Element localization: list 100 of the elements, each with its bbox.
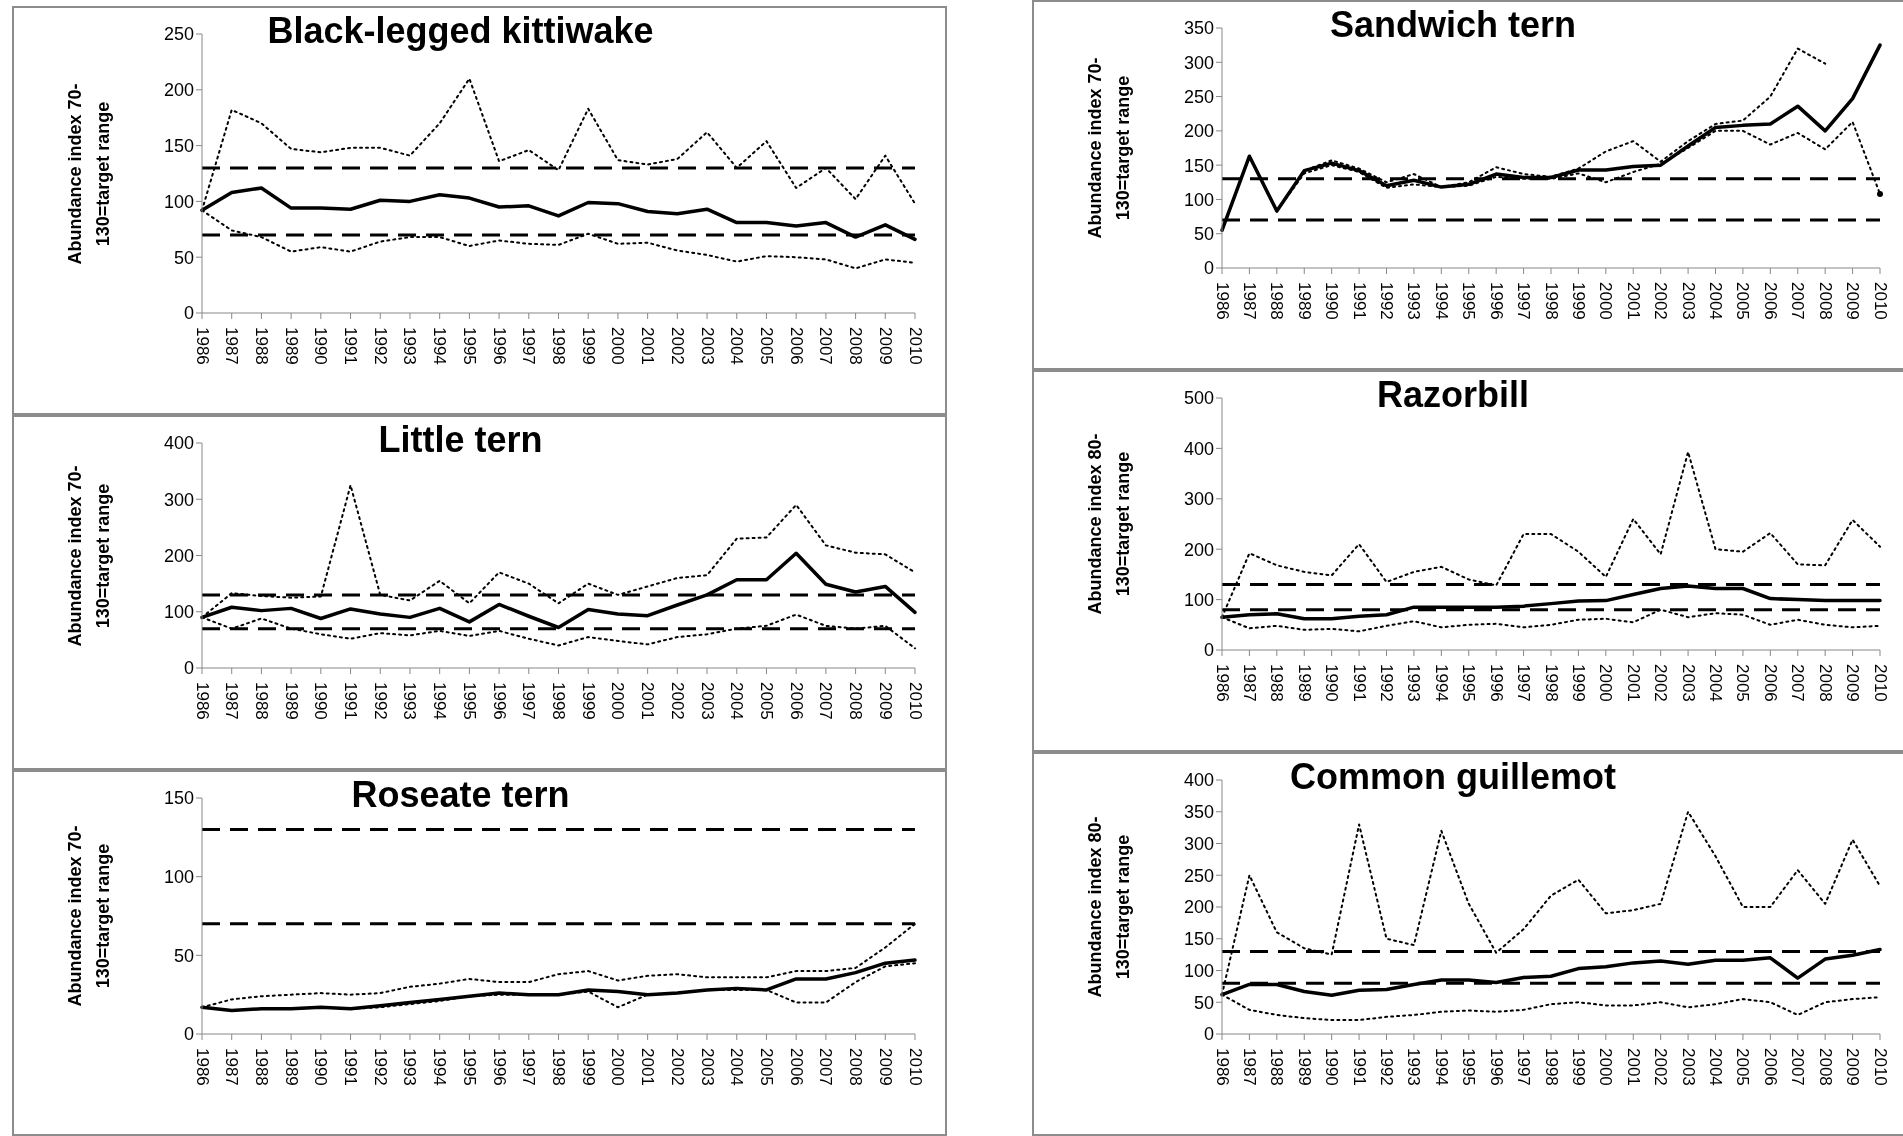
x-tick-label: 1994 xyxy=(1431,1048,1451,1086)
x-tick-label: 1999 xyxy=(1568,1048,1588,1086)
x-tick-label: 2010 xyxy=(1870,664,1890,702)
x-tick-label: 1992 xyxy=(370,327,390,365)
x-tick-label: 1996 xyxy=(489,1048,509,1086)
x-tick-label: 1992 xyxy=(370,1048,390,1086)
y-tick-label: 100 xyxy=(163,867,194,888)
x-tick-label: 1999 xyxy=(578,327,598,365)
x-tick-label: 2010 xyxy=(905,682,925,720)
x-tick-label: 1990 xyxy=(1322,664,1342,702)
x-tick-label: 2006 xyxy=(1760,282,1780,320)
x-tick-label: 1999 xyxy=(1568,282,1588,320)
x-tick-label: 2003 xyxy=(1678,1048,1698,1086)
x-tick-label: 2002 xyxy=(1651,1048,1671,1086)
y-tick-label: 150 xyxy=(163,788,194,809)
y-tick-label: 400 xyxy=(1183,438,1214,459)
x-tick-label: 1987 xyxy=(222,1048,242,1086)
x-tick-label: 2003 xyxy=(697,682,717,720)
x-tick-label: 2008 xyxy=(1815,1048,1835,1086)
x-tick-label: 1991 xyxy=(341,1048,361,1086)
x-tick-label: 2003 xyxy=(1678,664,1698,702)
x-tick-label: 2010 xyxy=(1870,1048,1890,1086)
x-tick-label: 2009 xyxy=(875,327,895,365)
x-tick-label: 1989 xyxy=(1294,664,1314,702)
x-tick-label: 2004 xyxy=(1706,1048,1725,1086)
x-tick-label: 1993 xyxy=(1404,664,1424,702)
x-tick-label: 1992 xyxy=(370,682,390,720)
x-tick-label: 1995 xyxy=(459,682,479,720)
x-tick-label: 1988 xyxy=(251,682,271,720)
x-tick-label: 1990 xyxy=(311,1048,331,1086)
x-tick-label: 2002 xyxy=(1651,664,1671,702)
y-tick-label: 200 xyxy=(1183,539,1214,560)
x-tick-label: 1994 xyxy=(430,1048,450,1086)
x-tick-label: 2003 xyxy=(697,327,717,365)
chart-title: Black-legged kittiwake xyxy=(267,10,654,52)
y-tick-label: 0 xyxy=(1203,1024,1214,1045)
x-tick-label: 2001 xyxy=(638,1048,658,1086)
y-tick-label: 300 xyxy=(1183,489,1214,510)
x-tick-label: 1996 xyxy=(489,327,509,365)
x-tick-label: 1996 xyxy=(489,682,509,720)
x-tick-label: 2005 xyxy=(1733,664,1753,702)
y-tick-label: 0 xyxy=(1203,258,1214,279)
y-tick-label: 50 xyxy=(173,945,194,966)
x-tick-label: 2002 xyxy=(667,682,687,720)
x-tick-label: 2007 xyxy=(1788,282,1808,320)
x-tick-label: 1987 xyxy=(1239,282,1259,320)
x-tick-label: 2006 xyxy=(786,1048,806,1086)
x-tick-label: 2010 xyxy=(905,327,925,365)
x-tick-label: 1993 xyxy=(1404,1048,1424,1086)
y-tick-label: 100 xyxy=(163,191,194,212)
y-axis-title: Abundance index 70-130=target range xyxy=(64,82,114,267)
y-tick-label: 300 xyxy=(1183,833,1214,854)
x-tick-label: 1989 xyxy=(1294,1048,1314,1086)
x-tick-label: 1989 xyxy=(281,1048,301,1086)
x-tick-label: 2006 xyxy=(1760,1048,1780,1086)
x-tick-label: 1990 xyxy=(1322,1048,1342,1086)
x-tick-label: 2001 xyxy=(1623,282,1643,320)
x-tick-label: 1997 xyxy=(1514,1048,1534,1086)
y-tick-label: 0 xyxy=(183,1024,194,1045)
x-tick-label: 2000 xyxy=(1596,282,1616,320)
y-tick-label: 0 xyxy=(183,303,194,324)
x-tick-label: 2000 xyxy=(608,327,628,365)
x-tick-label: 2009 xyxy=(1843,282,1863,320)
x-tick-label: 2005 xyxy=(756,327,776,365)
x-tick-label: 1996 xyxy=(1486,282,1506,320)
y-tick-label: 400 xyxy=(1183,770,1214,791)
x-tick-label: 2002 xyxy=(667,1048,687,1086)
y-axis-title: Abundance index 80-130=target range xyxy=(1084,432,1134,617)
x-tick-label: 1999 xyxy=(578,1048,598,1086)
y-tick-label: 250 xyxy=(1183,86,1214,107)
x-tick-label: 2001 xyxy=(638,682,658,720)
x-tick-label: 1986 xyxy=(192,1048,212,1086)
x-tick-label: 2004 xyxy=(727,327,747,365)
x-tick-label: 1986 xyxy=(1212,664,1232,702)
x-tick-label: 2003 xyxy=(1678,282,1698,320)
x-tick-label: 1993 xyxy=(400,682,420,720)
y-tick-label: 100 xyxy=(1183,960,1214,981)
x-tick-label: 2001 xyxy=(1623,664,1643,702)
chart-title: Razorbill xyxy=(1376,374,1530,416)
x-tick-label: 1990 xyxy=(311,327,331,365)
y-tick-label: 50 xyxy=(173,247,194,268)
x-tick-label: 2005 xyxy=(756,1048,776,1086)
x-tick-label: 1986 xyxy=(192,327,212,365)
x-tick-label: 2002 xyxy=(1651,282,1671,320)
x-tick-label: 2000 xyxy=(1596,664,1616,702)
x-tick-label: 2004 xyxy=(1706,282,1725,320)
y-tick-label: 200 xyxy=(163,80,194,101)
x-tick-label: 2009 xyxy=(875,1048,895,1086)
x-tick-label: 2008 xyxy=(1815,282,1835,320)
x-tick-label: 1994 xyxy=(430,327,450,365)
x-tick-label: 1996 xyxy=(1486,1048,1506,1086)
x-tick-label: 2006 xyxy=(786,327,806,365)
x-tick-label: 1997 xyxy=(519,682,539,720)
x-tick-label: 1997 xyxy=(519,327,539,365)
x-tick-label: 1995 xyxy=(459,1048,479,1086)
x-tick-label: 2000 xyxy=(608,1048,628,1086)
x-tick-label: 1998 xyxy=(1541,664,1561,702)
x-tick-label: 1987 xyxy=(222,327,242,365)
x-tick-label: 1986 xyxy=(1212,282,1232,320)
x-tick-label: 1988 xyxy=(1267,1048,1287,1086)
